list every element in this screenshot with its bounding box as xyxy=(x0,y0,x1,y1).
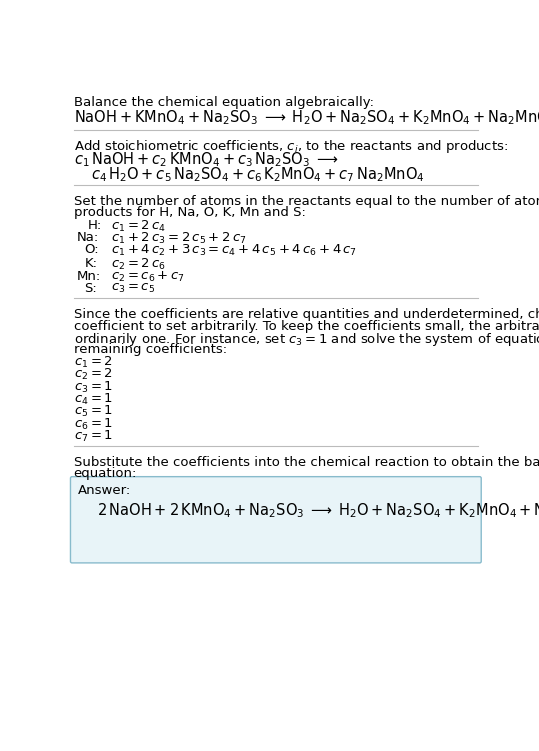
Text: $c_3 = 1$: $c_3 = 1$ xyxy=(74,380,113,395)
Text: $c_3 = c_5$: $c_3 = c_5$ xyxy=(111,282,155,295)
FancyBboxPatch shape xyxy=(71,477,481,563)
Text: $\mathregular{NaOH + KMnO_4 + Na_2SO_3}$$\;\longrightarrow\;$$\mathregular{H_2O : $\mathregular{NaOH + KMnO_4 + Na_2SO_3}$… xyxy=(74,109,539,128)
Text: $c_1 = 2\,c_4$: $c_1 = 2\,c_4$ xyxy=(111,219,166,234)
Text: products for H, Na, O, K, Mn and S:: products for H, Na, O, K, Mn and S: xyxy=(74,207,306,219)
Text: H:: H: xyxy=(87,219,102,232)
Text: $c_1 + 2\,c_3 = 2\,c_5 + 2\,c_7$: $c_1 + 2\,c_3 = 2\,c_5 + 2\,c_7$ xyxy=(111,231,246,246)
Text: S:: S: xyxy=(85,282,97,295)
Text: equation:: equation: xyxy=(74,467,137,481)
Text: $2\,\mathregular{NaOH} + 2\,\mathregular{KMnO_4} + \mathregular{Na_2SO_3}$$\;\lo: $2\,\mathregular{NaOH} + 2\,\mathregular… xyxy=(97,502,539,520)
Text: Set the number of atoms in the reactants equal to the number of atoms in the: Set the number of atoms in the reactants… xyxy=(74,195,539,208)
Text: remaining coefficients:: remaining coefficients: xyxy=(74,342,227,356)
Text: Balance the chemical equation algebraically:: Balance the chemical equation algebraica… xyxy=(74,96,374,110)
Text: K:: K: xyxy=(85,257,98,270)
Text: $c_6 = 1$: $c_6 = 1$ xyxy=(74,417,113,432)
Text: Answer:: Answer: xyxy=(78,484,132,497)
Text: $c_4 = 1$: $c_4 = 1$ xyxy=(74,392,113,407)
Text: Na:: Na: xyxy=(77,231,99,244)
Text: Since the coefficients are relative quantities and underdetermined, choose a: Since the coefficients are relative quan… xyxy=(74,308,539,321)
Text: Substitute the coefficients into the chemical reaction to obtain the balanced: Substitute the coefficients into the che… xyxy=(74,456,539,469)
Text: $c_2 = 2\,c_6$: $c_2 = 2\,c_6$ xyxy=(111,257,165,273)
Text: $c_1 = 2$: $c_1 = 2$ xyxy=(74,355,113,370)
Text: Mn:: Mn: xyxy=(77,270,101,282)
Text: ordinarily one. For instance, set $c_3 = 1$ and solve the system of equations fo: ordinarily one. For instance, set $c_3 =… xyxy=(74,331,539,348)
Text: $c_7 = 1$: $c_7 = 1$ xyxy=(74,429,113,444)
Text: O:: O: xyxy=(85,243,99,256)
Text: $c_1 + 4\,c_2 + 3\,c_3 = c_4 + 4\,c_5 + 4\,c_6 + 4\,c_7$: $c_1 + 4\,c_2 + 3\,c_3 = c_4 + 4\,c_5 + … xyxy=(111,243,357,258)
Text: $c_5 = 1$: $c_5 = 1$ xyxy=(74,404,113,419)
Text: $c_2 = c_6 + c_7$: $c_2 = c_6 + c_7$ xyxy=(111,270,185,284)
Text: $c_1\,\mathregular{NaOH} + c_2\,\mathregular{KMnO_4} + c_3\,\mathregular{Na_2SO_: $c_1\,\mathregular{NaOH} + c_2\,\mathreg… xyxy=(74,150,338,169)
Text: Add stoichiometric coefficients, $c_i$, to the reactants and products:: Add stoichiometric coefficients, $c_i$, … xyxy=(74,138,508,155)
Text: coefficient to set arbitrarily. To keep the coefficients small, the arbitrary va: coefficient to set arbitrarily. To keep … xyxy=(74,320,539,333)
Text: $c_2 = 2$: $c_2 = 2$ xyxy=(74,367,113,382)
Text: $c_4\,\mathregular{H_2O} + c_5\,\mathregular{Na_2SO_4} + c_6\,\mathregular{K_2Mn: $c_4\,\mathregular{H_2O} + c_5\,\mathreg… xyxy=(91,164,424,183)
